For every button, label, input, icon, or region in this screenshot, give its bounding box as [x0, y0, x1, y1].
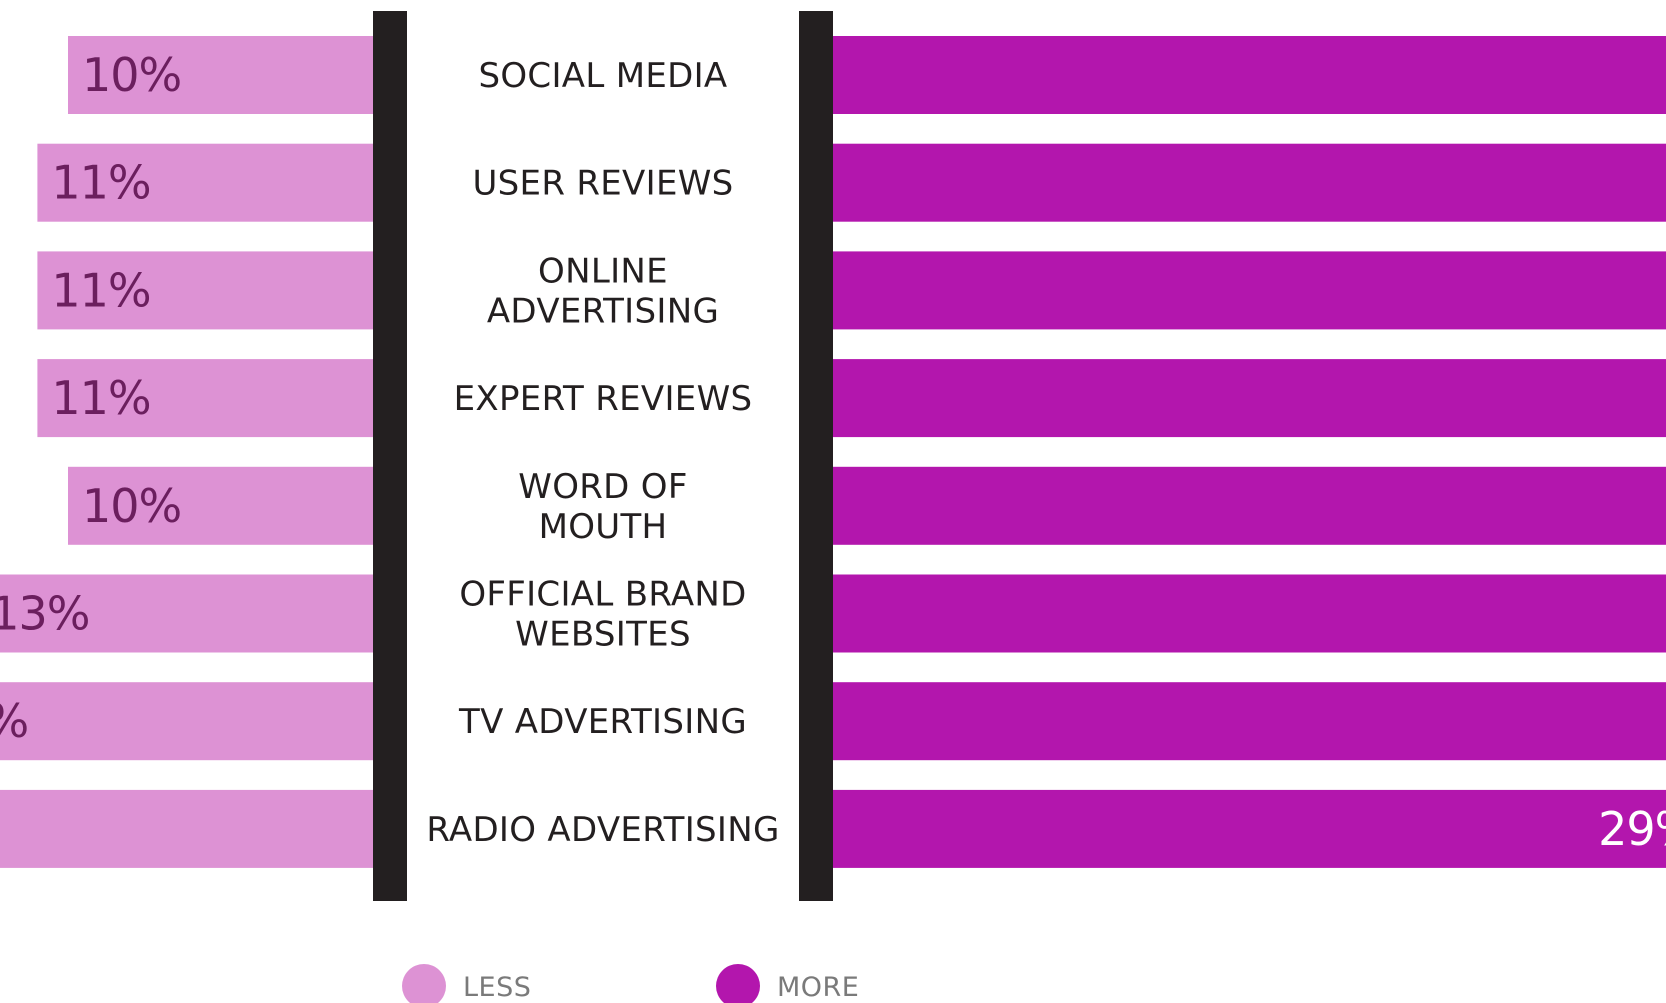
- legend-swatch-less: [402, 964, 446, 1003]
- left-divider: [373, 11, 407, 901]
- more-bar: [832, 251, 1666, 330]
- less-value-label: 10%: [82, 479, 181, 533]
- less-bar: [37, 143, 375, 222]
- more-bar: [832, 789, 1666, 868]
- less-bar: [37, 359, 375, 438]
- less-value-label: 10%: [82, 48, 181, 102]
- more-bar: [832, 359, 1666, 438]
- category-label: ADVERTISING: [487, 291, 719, 331]
- legend-label-more: MORE: [777, 972, 859, 1003]
- less-value-label: 11%: [51, 156, 150, 210]
- less-bar: [0, 682, 374, 761]
- more-bar: [832, 143, 1666, 222]
- legend-label-less: LESS: [463, 972, 531, 1003]
- more-bar: [832, 36, 1666, 114]
- less-value-label: 11%: [51, 263, 150, 317]
- less-value-label: 11%: [51, 371, 150, 425]
- less-series: 10%11%11%11%10%13%15%24%: [0, 36, 375, 868]
- category-label: OFFICIAL BRAND: [459, 575, 746, 615]
- right-divider: [799, 11, 833, 901]
- category-label: TV ADVERTISING: [458, 702, 747, 742]
- less-value-label: 15%: [0, 694, 28, 748]
- category-labels: SOCIAL MEDIA USER REVIEWS ONLINEADVERTISIN…: [426, 56, 779, 850]
- more-bar: [832, 682, 1666, 761]
- center-dividers: [373, 11, 833, 901]
- legend: LESS MORE: [402, 964, 859, 1003]
- less-value-label: 13%: [0, 587, 89, 641]
- category-label: USER REVIEWS: [472, 164, 733, 204]
- more-value-label: 29%: [1598, 802, 1666, 856]
- category-label: EXPERT REVIEWS: [454, 379, 753, 419]
- more-bar: [832, 574, 1666, 653]
- more-series: 54%52%51%46%45%44%40%29%: [832, 36, 1666, 868]
- category-label: SOCIAL MEDIA: [478, 56, 727, 96]
- category-label: MOUTH: [539, 507, 668, 547]
- category-label: WEBSITES: [515, 615, 691, 655]
- less-bar: [0, 789, 375, 868]
- more-bar: [832, 466, 1666, 545]
- less-bar: [37, 251, 375, 330]
- category-label: ONLINE: [538, 251, 668, 291]
- less-bar: [0, 574, 374, 653]
- category-label: RADIO ADVERTISING: [426, 810, 779, 850]
- less-bar: [68, 466, 374, 545]
- category-label: WORD OF: [518, 467, 687, 507]
- legend-swatch-more: [716, 964, 760, 1003]
- less-bar: [68, 36, 374, 114]
